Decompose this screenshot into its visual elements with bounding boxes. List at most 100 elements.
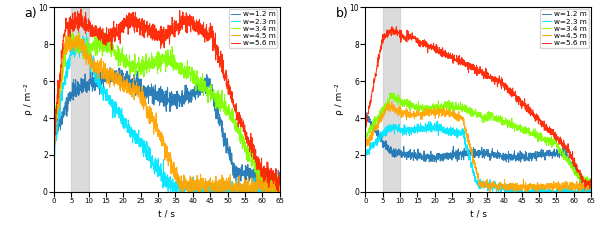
- w=3.4 m: [276, 183, 283, 186]
- w=1.2 m: [87, 64, 94, 67]
- w=3.4 m: [587, 184, 595, 187]
- X-axis label: t / s: t / s: [158, 210, 175, 219]
- w=1.2 m: [364, 115, 371, 118]
- w=3.4 m: [502, 122, 509, 124]
- w=2.3 m: [364, 152, 371, 155]
- w=3.4 m: [50, 131, 58, 133]
- w=2.3 m: [564, 191, 571, 193]
- w=2.3 m: [190, 191, 197, 193]
- w=2.3 m: [151, 169, 158, 172]
- w=3.4 m: [65, 28, 72, 31]
- w=3.4 m: [151, 62, 158, 65]
- Line: w=2.3 m: w=2.3 m: [54, 33, 280, 192]
- w=5.6 m: [179, 21, 186, 24]
- w=4.5 m: [364, 137, 371, 140]
- Line: w=5.6 m: w=5.6 m: [365, 27, 591, 188]
- w=5.6 m: [586, 187, 593, 190]
- w=1.2 m: [190, 94, 197, 96]
- w=4.5 m: [50, 154, 58, 157]
- w=2.3 m: [434, 119, 441, 122]
- Line: w=3.4 m: w=3.4 m: [54, 29, 280, 192]
- w=4.5 m: [587, 180, 595, 182]
- w=4.5 m: [62, 33, 69, 36]
- w=5.6 m: [50, 126, 58, 128]
- w=4.5 m: [276, 191, 283, 193]
- Line: w=3.4 m: w=3.4 m: [365, 93, 591, 187]
- Line: w=1.2 m: w=1.2 m: [365, 112, 591, 192]
- w=5.6 m: [463, 64, 470, 67]
- w=4.5 m: [190, 182, 197, 185]
- w=3.4 m: [362, 135, 369, 138]
- Bar: [383, 7, 400, 192]
- w=3.4 m: [190, 82, 197, 85]
- w=5.6 m: [55, 91, 62, 94]
- w=5.6 m: [275, 191, 282, 193]
- w=2.3 m: [50, 158, 58, 161]
- w=1.2 m: [55, 120, 62, 123]
- w=1.2 m: [50, 127, 58, 130]
- w=2.3 m: [52, 133, 59, 136]
- w=1.2 m: [151, 96, 158, 99]
- w=1.2 m: [52, 129, 59, 132]
- Text: a): a): [25, 7, 37, 20]
- w=1.2 m: [276, 179, 283, 182]
- w=4.5 m: [184, 191, 191, 193]
- w=3.4 m: [252, 169, 259, 172]
- w=2.3 m: [253, 182, 260, 185]
- w=2.3 m: [83, 32, 90, 35]
- w=2.3 m: [367, 147, 374, 150]
- w=4.5 m: [55, 97, 62, 100]
- w=2.3 m: [179, 186, 187, 188]
- Text: b): b): [336, 7, 349, 20]
- w=5.6 m: [77, 8, 85, 10]
- w=1.2 m: [502, 153, 509, 156]
- w=3.4 m: [386, 91, 394, 94]
- w=3.4 m: [463, 106, 470, 109]
- w=4.5 m: [490, 181, 497, 184]
- Legend: w=1.2 m, w=2.3 m, w=3.4 m, w=4.5 m, w=5.6 m: w=1.2 m, w=2.3 m, w=3.4 m, w=4.5 m, w=5.…: [229, 9, 277, 48]
- w=4.5 m: [502, 182, 509, 185]
- w=2.3 m: [276, 191, 283, 193]
- w=4.5 m: [523, 191, 530, 193]
- w=1.2 m: [463, 150, 470, 153]
- Line: w=4.5 m: w=4.5 m: [54, 34, 280, 192]
- w=4.5 m: [52, 128, 59, 131]
- w=1.2 m: [563, 154, 571, 156]
- w=5.6 m: [490, 76, 497, 79]
- w=4.5 m: [367, 135, 374, 138]
- X-axis label: t / s: t / s: [470, 210, 487, 219]
- w=5.6 m: [367, 100, 374, 102]
- w=4.5 m: [463, 128, 470, 131]
- w=4.5 m: [564, 187, 571, 189]
- w=1.2 m: [179, 105, 186, 108]
- w=3.4 m: [490, 118, 497, 121]
- w=2.3 m: [490, 185, 497, 188]
- w=1.2 m: [490, 153, 497, 156]
- w=4.5 m: [388, 100, 395, 103]
- w=5.6 m: [190, 20, 197, 23]
- w=5.6 m: [151, 39, 158, 42]
- Line: w=2.3 m: w=2.3 m: [365, 121, 591, 192]
- w=2.3 m: [502, 187, 509, 190]
- w=5.6 m: [563, 149, 571, 152]
- Legend: w=1.2 m, w=2.3 m, w=3.4 m, w=4.5 m, w=5.6 m: w=1.2 m, w=2.3 m, w=3.4 m, w=4.5 m, w=5.…: [540, 9, 589, 48]
- w=5.6 m: [388, 25, 395, 28]
- w=1.2 m: [252, 182, 259, 185]
- w=2.3 m: [497, 191, 504, 193]
- w=2.3 m: [167, 191, 175, 193]
- w=2.3 m: [463, 145, 470, 148]
- w=3.4 m: [179, 63, 186, 65]
- w=3.4 m: [263, 191, 270, 193]
- w=5.6 m: [276, 171, 283, 174]
- Line: w=4.5 m: w=4.5 m: [365, 101, 591, 192]
- w=4.5 m: [253, 182, 260, 185]
- w=3.4 m: [367, 130, 374, 133]
- Y-axis label: ρ / m⁻²: ρ / m⁻²: [335, 84, 344, 115]
- w=5.6 m: [52, 121, 59, 123]
- w=1.2 m: [274, 190, 281, 193]
- w=4.5 m: [179, 184, 186, 187]
- Bar: [71, 7, 89, 192]
- Line: w=5.6 m: w=5.6 m: [54, 9, 280, 192]
- Line: w=1.2 m: w=1.2 m: [54, 66, 280, 192]
- w=1.2 m: [587, 191, 595, 193]
